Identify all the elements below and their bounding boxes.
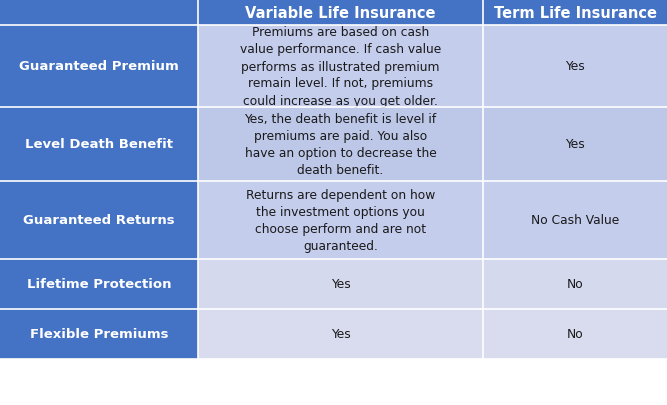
Bar [198, 26, 483, 108]
Bar [483, 309, 667, 359]
Text: Variable Life Insurance: Variable Life Insurance [245, 6, 436, 20]
Bar [0, 181, 198, 259]
Text: No Cash Value: No Cash Value [531, 214, 619, 227]
Bar [483, 259, 667, 309]
Text: Yes: Yes [331, 328, 350, 341]
Bar [198, 309, 483, 359]
Bar [483, 181, 667, 259]
Bar [0, 0, 198, 26]
Text: Yes, the death benefit is level if
premiums are paid. You also
have an option to: Yes, the death benefit is level if premi… [244, 113, 437, 177]
Text: Premiums are based on cash
value performance. If cash value
performs as illustra: Premiums are based on cash value perform… [240, 26, 441, 107]
Text: Guaranteed Returns: Guaranteed Returns [23, 214, 175, 227]
Text: Lifetime Protection: Lifetime Protection [27, 278, 171, 291]
Text: Guaranteed Premium: Guaranteed Premium [19, 60, 179, 73]
Bar [198, 0, 483, 26]
Bar [0, 309, 198, 359]
Text: Yes: Yes [565, 60, 585, 73]
Bar [198, 108, 483, 181]
Text: Term Life Insurance: Term Life Insurance [494, 6, 656, 20]
Text: Yes: Yes [565, 138, 585, 151]
Text: Returns are dependent on how
the investment options you
choose perform and are n: Returns are dependent on how the investm… [246, 189, 435, 252]
Bar [483, 26, 667, 108]
Bar [198, 259, 483, 309]
Bar [0, 26, 198, 108]
Text: No: No [567, 278, 584, 291]
Bar [483, 108, 667, 181]
Text: Flexible Premiums: Flexible Premiums [30, 328, 168, 341]
Text: No: No [567, 328, 584, 341]
Bar [198, 181, 483, 259]
Bar [0, 108, 198, 181]
Text: Level Death Benefit: Level Death Benefit [25, 138, 173, 151]
Text: Yes: Yes [331, 278, 350, 291]
Bar [483, 0, 667, 26]
Bar [0, 259, 198, 309]
